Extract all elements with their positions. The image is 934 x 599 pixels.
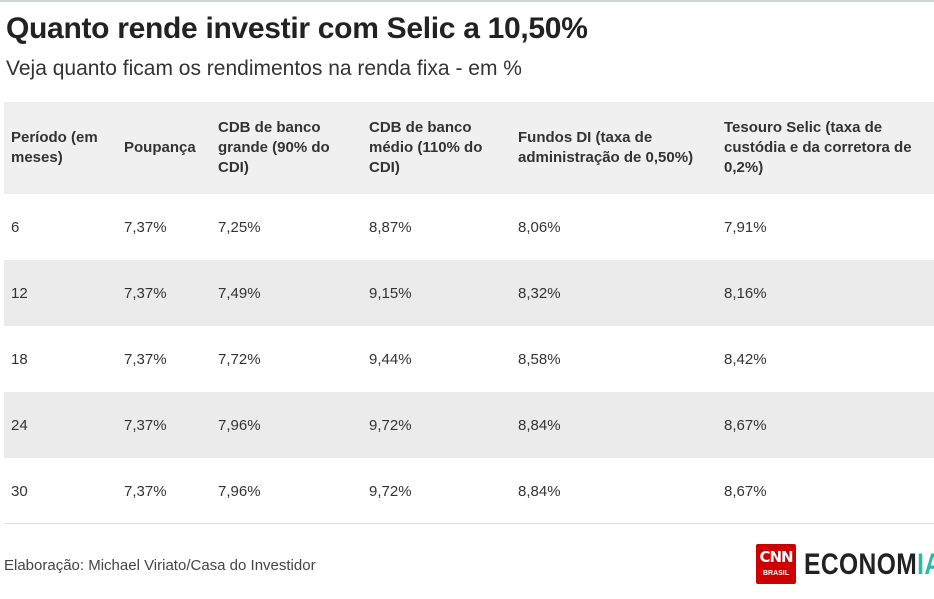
- table-cell: 8,42%: [724, 350, 767, 368]
- table-cell: 8,58%: [518, 350, 561, 368]
- table-cell: 6: [11, 218, 20, 236]
- column-header-poupanca: Poupança: [124, 139, 196, 156]
- table-cell: 7,96%: [218, 416, 261, 434]
- bottom-rule: [4, 523, 934, 524]
- table-cell: 8,16%: [724, 284, 767, 302]
- table-cell: 9,72%: [369, 482, 412, 500]
- table-cell: 24: [11, 416, 28, 434]
- column-header-periodo: Período (em meses): [11, 129, 98, 166]
- table-row: 30 7,37% 7,96% 9,72% 8,84% 8,67%: [4, 458, 934, 524]
- table-cell: 18: [11, 350, 28, 368]
- table-cell: 7,25%: [218, 218, 261, 236]
- cnn-brasil-logo-icon: CNN BRASIL: [756, 544, 796, 584]
- table-row: 6 7,37% 7,25% 8,87% 8,06% 7,91%: [4, 194, 934, 260]
- table-header-row: Período (em meses) Poupança CDB de banco…: [4, 102, 934, 194]
- table-cell: 30: [11, 482, 28, 500]
- table-row: 12 7,37% 7,49% 9,15% 8,32% 8,16%: [4, 260, 934, 326]
- column-header-cdb-medio: CDB de banco médio (110% do CDI): [369, 119, 483, 176]
- chart-subtitle: Veja quanto ficam os rendimentos na rend…: [6, 57, 522, 80]
- column-header-fundos-di: Fundos DI (taxa de administração de 0,50…: [518, 129, 694, 166]
- economia-wordmark-accent: IA: [917, 548, 934, 581]
- table-cell: 7,49%: [218, 284, 261, 302]
- table-cell: 12: [11, 284, 28, 302]
- table-cell: 8,32%: [518, 284, 561, 302]
- table-row: 18 7,37% 7,72% 9,44% 8,58% 8,42%: [4, 326, 934, 392]
- table-cell: 9,15%: [369, 284, 412, 302]
- table-cell: 8,67%: [724, 482, 767, 500]
- table-cell: 9,72%: [369, 416, 412, 434]
- cnn-logo-subtext: BRASIL: [762, 570, 790, 577]
- table-cell: 7,37%: [124, 416, 167, 434]
- cnn-logo-text: CNN: [759, 548, 793, 566]
- table-cell: 7,37%: [124, 350, 167, 368]
- table-cell: 7,72%: [218, 350, 261, 368]
- economia-wordmark-main: ECONOM: [804, 548, 918, 581]
- table-cell: 7,37%: [124, 482, 167, 500]
- column-header-tesouro-selic: Tesouro Selic (taxa de custódia e da cor…: [724, 119, 912, 176]
- top-rule: [0, 0, 934, 2]
- table-cell: 8,67%: [724, 416, 767, 434]
- table-cell: 8,87%: [369, 218, 412, 236]
- table-cell: 7,96%: [218, 482, 261, 500]
- table-row: 24 7,37% 7,96% 9,72% 8,84% 8,67%: [4, 392, 934, 458]
- table-cell: 8,84%: [518, 482, 561, 500]
- chart-title: Quanto rende investir com Selic a 10,50%: [6, 12, 588, 45]
- table-cell: 9,44%: [369, 350, 412, 368]
- table-cell: 7,37%: [124, 284, 167, 302]
- data-table: Período (em meses) Poupança CDB de banco…: [4, 102, 934, 524]
- economia-wordmark: ECONOMIA: [804, 548, 934, 582]
- column-header-cdb-grande: CDB de banco grande (90% do CDI): [218, 119, 330, 176]
- source-note: Elaboração: Michael Viriato/Casa do Inve…: [4, 557, 316, 574]
- table-cell: 8,84%: [518, 416, 561, 434]
- table-cell: 7,37%: [124, 218, 167, 236]
- table-cell: 7,91%: [724, 218, 767, 236]
- table-cell: 8,06%: [518, 218, 561, 236]
